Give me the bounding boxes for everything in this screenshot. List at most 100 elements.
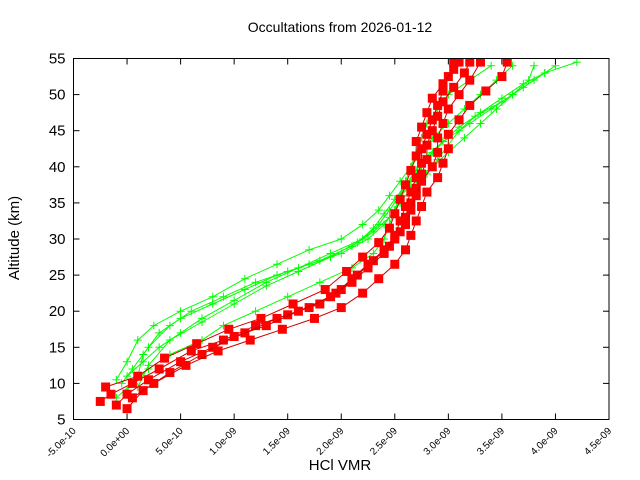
plus-marker	[230, 296, 239, 305]
plus-marker	[112, 375, 121, 384]
square-marker	[186, 346, 196, 356]
square-marker	[272, 313, 282, 323]
plus-marker	[176, 328, 185, 337]
plus-marker	[294, 263, 303, 272]
square-marker	[160, 353, 170, 363]
plus-marker	[492, 105, 501, 114]
square-marker	[390, 209, 400, 219]
square-marker	[127, 378, 137, 388]
square-marker	[411, 137, 421, 147]
square-marker	[127, 393, 137, 403]
plus-marker	[123, 357, 132, 366]
square-marker	[433, 173, 443, 183]
square-marker	[208, 342, 218, 352]
x-tick-label: 0.0e+00	[99, 426, 133, 460]
square-marker	[433, 133, 443, 143]
square-marker	[401, 245, 411, 255]
square-marker	[320, 285, 330, 295]
square-marker	[315, 299, 325, 309]
plus-marker	[385, 191, 394, 200]
square-marker	[395, 216, 405, 226]
square-marker	[358, 288, 368, 298]
square-marker	[465, 75, 475, 85]
y-tick-label: 30	[49, 231, 66, 248]
square-marker	[422, 155, 432, 165]
square-marker	[417, 158, 427, 168]
square-marker	[224, 324, 234, 334]
square-marker	[192, 339, 202, 349]
green-crosses-series	[112, 58, 581, 402]
x-tick-label: 2.5e-09	[368, 426, 400, 458]
square-marker	[401, 212, 411, 222]
y-tick-label: 25	[49, 267, 66, 284]
plus-marker	[476, 108, 485, 117]
square-marker	[449, 58, 459, 67]
x-tick-label: 4.5e-09	[582, 426, 614, 458]
square-marker	[411, 151, 421, 161]
plus-marker	[337, 235, 346, 243]
square-marker	[401, 202, 411, 212]
plus-marker	[251, 307, 260, 316]
square-marker	[363, 263, 373, 273]
plus-marker	[187, 307, 196, 316]
square-marker	[443, 144, 453, 154]
square-marker	[181, 360, 191, 370]
square-marker	[427, 115, 437, 125]
square-marker	[401, 180, 411, 190]
y-tick-label: 20	[49, 303, 66, 320]
profile-line	[121, 61, 578, 384]
square-marker	[218, 335, 228, 345]
square-marker	[390, 234, 400, 244]
square-marker	[454, 115, 464, 125]
square-marker	[95, 396, 105, 406]
plus-marker	[572, 58, 581, 67]
square-marker	[449, 82, 459, 92]
plus-marker	[155, 343, 164, 352]
square-marker	[251, 321, 261, 331]
plus-marker	[272, 260, 281, 269]
square-marker	[406, 198, 416, 208]
square-marker	[368, 256, 378, 266]
square-marker	[374, 274, 384, 284]
square-marker	[122, 404, 132, 414]
x-tick-label: 5.0e-10	[154, 426, 186, 458]
square-marker	[411, 191, 421, 201]
square-marker	[101, 382, 111, 392]
plus-marker	[369, 224, 378, 233]
square-marker	[352, 270, 362, 280]
plus-marker	[155, 328, 164, 337]
square-marker	[417, 122, 427, 132]
plus-marker	[149, 321, 158, 330]
plus-marker	[508, 90, 517, 99]
square-marker	[422, 108, 432, 118]
plus-marker	[305, 245, 314, 254]
square-marker	[433, 111, 443, 121]
plus-marker	[524, 76, 533, 85]
square-marker	[384, 223, 394, 233]
square-marker	[475, 58, 485, 67]
square-marker	[245, 335, 255, 345]
x-axis-label: HCl VMR	[309, 457, 372, 474]
square-marker	[277, 324, 287, 334]
square-marker	[358, 252, 368, 262]
square-marker	[422, 129, 432, 139]
square-marker	[309, 313, 319, 323]
y-tick-label: 35	[49, 195, 66, 212]
y-tick-label: 55	[49, 51, 66, 68]
square-marker	[154, 364, 164, 374]
square-marker	[427, 126, 437, 136]
square-marker	[176, 357, 186, 367]
profile-line	[115, 65, 513, 381]
y-tick-label: 40	[49, 159, 66, 176]
square-marker	[256, 313, 266, 323]
plus-marker	[165, 321, 174, 330]
square-marker	[374, 238, 384, 248]
profile-line	[126, 65, 535, 377]
plus-marker	[530, 61, 539, 70]
square-marker	[438, 97, 448, 107]
square-marker	[438, 79, 448, 89]
square-marker	[342, 266, 352, 276]
square-marker	[422, 187, 432, 197]
square-marker	[106, 389, 116, 399]
square-marker	[427, 93, 437, 103]
